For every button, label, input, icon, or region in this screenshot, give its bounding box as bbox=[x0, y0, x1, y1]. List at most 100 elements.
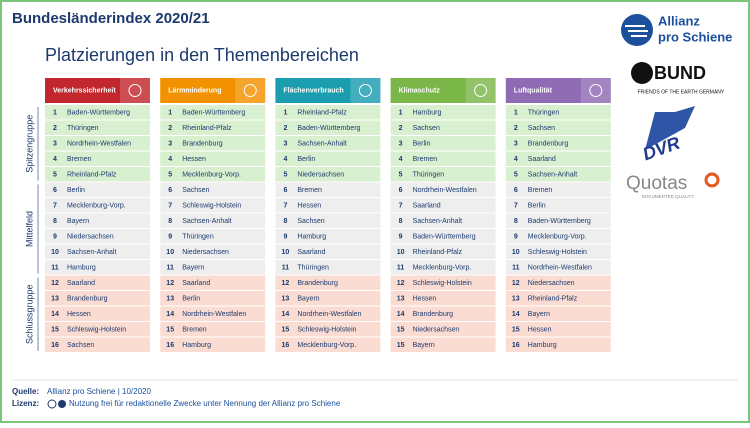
dvr-icon bbox=[645, 106, 695, 150]
rank: 4 bbox=[514, 156, 518, 163]
rank: 1 bbox=[399, 110, 403, 117]
state: Thüringen bbox=[297, 265, 329, 272]
row-bg bbox=[390, 337, 496, 352]
row-bg bbox=[505, 136, 611, 151]
state: Sachsen bbox=[67, 342, 94, 349]
row-bg bbox=[45, 275, 150, 290]
row-bg bbox=[160, 291, 266, 306]
state: Rheinland-Pfalz bbox=[413, 249, 463, 256]
state: Baden-Württemberg bbox=[182, 110, 245, 117]
rank: 14 bbox=[51, 311, 59, 318]
row-bg bbox=[160, 105, 266, 120]
state: Saarland bbox=[182, 280, 210, 287]
row-bg bbox=[505, 244, 611, 259]
row-bg bbox=[505, 198, 611, 213]
row-bg bbox=[275, 213, 381, 228]
row-bg bbox=[45, 337, 150, 352]
row-bg bbox=[505, 260, 611, 275]
row-bg bbox=[390, 136, 496, 151]
state: Sachsen-Anhalt bbox=[182, 218, 231, 225]
state: Hamburg bbox=[528, 342, 557, 349]
row-bg bbox=[390, 120, 496, 135]
state: Saarland bbox=[413, 203, 441, 210]
state: Hamburg bbox=[67, 265, 96, 272]
column-title: Lärmminderung bbox=[168, 87, 221, 94]
row-bg bbox=[45, 213, 150, 228]
state: Rheinland-Pfalz bbox=[528, 296, 578, 303]
rank: 8 bbox=[53, 218, 57, 225]
rank: 16 bbox=[166, 342, 174, 349]
row-bg bbox=[160, 322, 266, 337]
row-bg bbox=[160, 306, 266, 321]
state: Saarland bbox=[297, 249, 325, 256]
state: Hessen bbox=[67, 311, 91, 318]
state: Mecklenburg-Vorp. bbox=[528, 234, 587, 241]
column-title: Flächenverbrauch bbox=[283, 87, 343, 94]
header-icon-area bbox=[120, 78, 150, 103]
rank: 7 bbox=[283, 203, 287, 210]
rank: 9 bbox=[283, 234, 287, 241]
state: Thüringen bbox=[528, 110, 560, 117]
header-icon bbox=[243, 84, 257, 97]
row-bg bbox=[275, 167, 381, 182]
row-bg bbox=[160, 182, 266, 197]
rank: 8 bbox=[283, 218, 287, 225]
rank: 12 bbox=[282, 280, 290, 287]
state: Schleswig-Holstein bbox=[528, 249, 587, 256]
row-bg bbox=[505, 306, 611, 321]
by-icon bbox=[58, 400, 66, 408]
rank: 5 bbox=[514, 172, 518, 179]
row-bg bbox=[45, 136, 150, 151]
group-label: Mittelfeld bbox=[24, 211, 34, 247]
rank: 4 bbox=[168, 156, 172, 163]
state: Brandenburg bbox=[413, 311, 454, 318]
state: Schleswig-Holstein bbox=[413, 280, 472, 287]
source: Allianz pro Schiene | 10/2020 bbox=[47, 387, 151, 396]
rank: 2 bbox=[514, 125, 518, 132]
row-bg bbox=[275, 322, 381, 337]
column-title: Klimaschutz bbox=[399, 87, 441, 94]
state: Berlin bbox=[413, 141, 431, 148]
row-bg bbox=[45, 322, 150, 337]
state: Sachsen bbox=[528, 125, 555, 132]
row-bg bbox=[160, 337, 266, 352]
row-bg bbox=[160, 151, 266, 166]
row-bg bbox=[390, 105, 496, 120]
rank: 7 bbox=[514, 203, 518, 210]
rank: 7 bbox=[168, 203, 172, 210]
cc-icon bbox=[47, 399, 57, 409]
state: Sachsen-Anhalt bbox=[528, 172, 577, 179]
row-bg bbox=[505, 322, 611, 337]
state: Thüringen bbox=[182, 234, 214, 241]
rank: 9 bbox=[168, 234, 172, 241]
rank: 2 bbox=[168, 125, 172, 132]
state: Niedersachsen bbox=[528, 280, 575, 287]
row-bg bbox=[45, 198, 150, 213]
row-bg bbox=[160, 136, 266, 151]
row-bg bbox=[505, 151, 611, 166]
quotas-icon bbox=[704, 172, 720, 188]
rank: 10 bbox=[166, 249, 174, 256]
rank: 16 bbox=[282, 342, 290, 349]
row-bg bbox=[275, 244, 381, 259]
rank: 12 bbox=[166, 280, 174, 287]
rank: 12 bbox=[397, 280, 405, 287]
rank: 11 bbox=[512, 265, 520, 272]
rank: 15 bbox=[397, 327, 405, 334]
state: Nordrhein-Westfalen bbox=[182, 311, 246, 318]
rank: 16 bbox=[51, 342, 59, 349]
quotas-name: Quotas bbox=[626, 173, 687, 194]
state: Thüringen bbox=[413, 172, 445, 179]
state: Hessen bbox=[413, 296, 437, 303]
state: Rheinland-Pfalz bbox=[297, 110, 347, 117]
state: Baden-Württemberg bbox=[528, 218, 591, 225]
rank: 1 bbox=[283, 110, 287, 117]
row-bg bbox=[160, 275, 266, 290]
state: Berlin bbox=[297, 156, 315, 163]
state: Baden-Württemberg bbox=[67, 110, 130, 117]
state: Brandenburg bbox=[182, 141, 223, 148]
header-icon-area bbox=[580, 78, 611, 103]
rank: 7 bbox=[53, 203, 57, 210]
state: Bayern bbox=[182, 265, 204, 272]
